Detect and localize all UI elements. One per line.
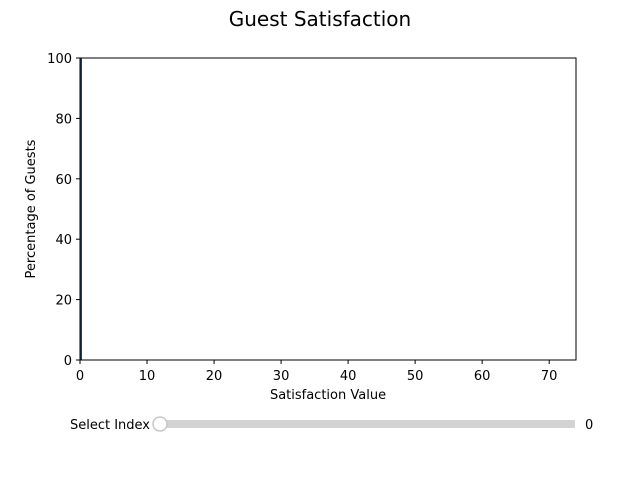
y-ticks: 0 20 40 60 80 100 [47,52,80,369]
x-axis-label: Satisfaction Value [270,388,386,403]
slider-handle[interactable] [152,416,168,432]
x-tick-label: 30 [273,369,290,384]
axes [79,57,577,361]
axes-frame [79,57,577,361]
y-tick-label: 100 [47,52,72,67]
y-axis-label: Percentage of Guests [24,139,39,278]
x-tick-label: 60 [474,369,491,384]
x-ticks: 0 10 20 30 40 50 60 70 [76,360,558,384]
y-tick-label: 40 [55,233,72,248]
plot-background [80,58,576,360]
slider[interactable]: Select Index 0 [70,416,593,433]
x-tick-label: 0 [76,369,84,384]
x-tick-label: 10 [139,369,156,384]
bar [80,58,82,360]
chart-title: Guest Satisfaction [229,7,411,31]
y-tick-label: 80 [55,112,72,127]
x-tick-label: 70 [541,369,558,384]
x-tick-label: 40 [340,369,357,384]
x-tick-label: 50 [407,369,424,384]
y-tick-label: 0 [64,354,72,369]
bars [80,58,82,360]
x-tick-label: 20 [206,369,223,384]
slider-label: Select Index [70,418,150,433]
y-tick-label: 20 [55,294,72,309]
y-tick-label: 60 [55,173,72,188]
slider-value: 0 [585,418,593,433]
plot-area [80,58,576,360]
slider-track[interactable] [160,420,575,428]
